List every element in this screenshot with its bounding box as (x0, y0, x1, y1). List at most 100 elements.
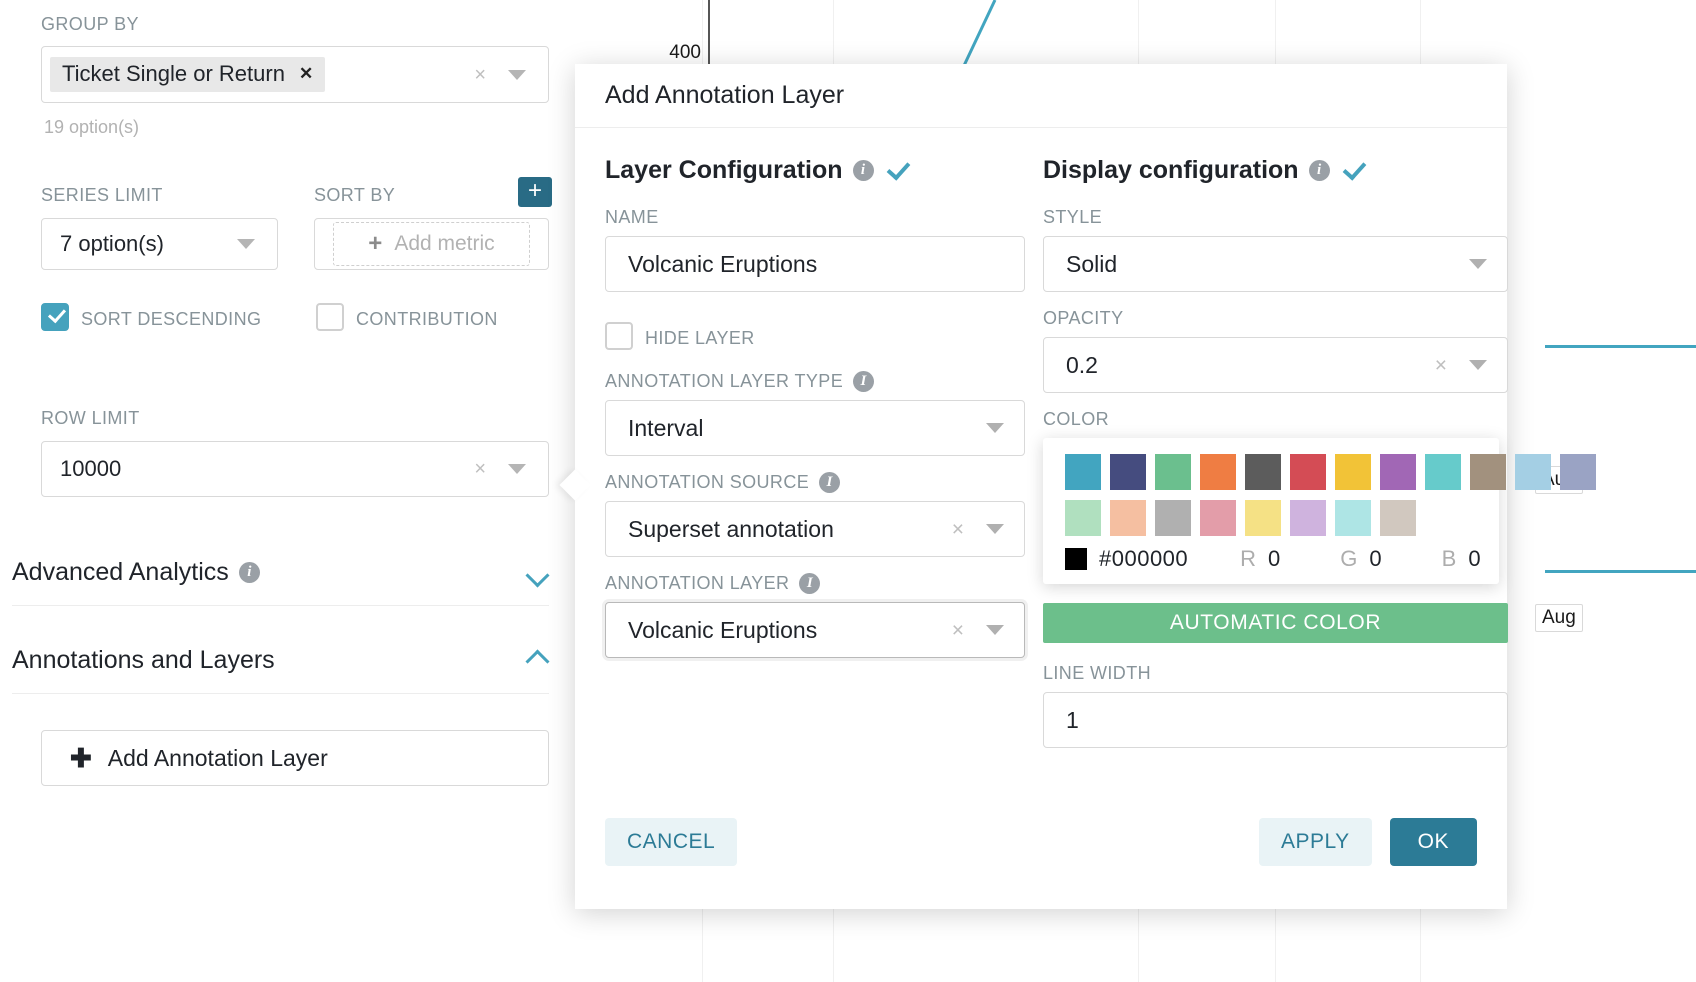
section-title: Advanced Analytics (12, 558, 229, 586)
modal-body: Layer Configuration i NAME Volcanic Erup… (575, 128, 1596, 843)
series-limit-select[interactable]: 7 option(s) (41, 218, 278, 270)
display-configuration-heading: Display configuration i (1043, 156, 1508, 185)
info-icon[interactable]: i (238, 562, 260, 583)
chevron-down-icon[interactable] (1469, 360, 1487, 370)
chevron-down-icon[interactable] (1469, 259, 1487, 269)
cancel-button[interactable]: CANCEL (605, 817, 738, 866)
color-hex-value[interactable]: #000000 (1099, 546, 1189, 571)
opacity-select[interactable]: 0.2 × (1043, 337, 1508, 393)
add-sort-metric-button[interactable]: + (518, 177, 552, 207)
clear-icon[interactable]: × (474, 63, 486, 86)
info-icon[interactable]: i (852, 160, 874, 181)
chevron-down-icon[interactable] (986, 625, 1004, 635)
info-icon[interactable]: i (1308, 160, 1330, 181)
annotation-source-label-text: ANNOTATION SOURCE (605, 472, 810, 492)
check-icon (886, 160, 908, 182)
contribution-checkbox-row[interactable]: CONTRIBUTION (316, 303, 498, 336)
color-swatch[interactable] (1155, 454, 1191, 490)
color-swatch[interactable] (1380, 500, 1416, 536)
color-readout: #000000 R 0 G 0 B 0 (1043, 546, 1499, 572)
clear-icon[interactable]: × (951, 618, 964, 642)
hide-layer-checkbox-row[interactable]: HIDE LAYER (605, 322, 1025, 355)
automatic-color-button[interactable]: AUTOMATIC COLOR (1043, 603, 1508, 643)
color-swatch[interactable] (1515, 454, 1551, 490)
hide-layer-checkbox[interactable] (605, 322, 633, 350)
style-select[interactable]: Solid (1043, 236, 1508, 292)
color-swatch[interactable] (1380, 454, 1416, 490)
check-icon (1342, 160, 1364, 182)
group-by-label: GROUP BY (41, 14, 139, 34)
color-picker-wrapper: #000000 R 0 G 0 B 0 (1043, 438, 1596, 593)
color-swatch[interactable] (1245, 500, 1281, 536)
color-green-value[interactable]: 0 (1369, 546, 1382, 571)
section-annotations-and-layers[interactable]: Annotations and Layers (12, 646, 549, 694)
clear-icon[interactable]: × (1434, 353, 1447, 377)
chevron-down-icon[interactable] (986, 524, 1004, 534)
annotation-layer-type-value: Interval (628, 414, 704, 441)
color-swatch[interactable] (1065, 500, 1101, 536)
color-green-channel: G 0 (1340, 546, 1381, 572)
close-icon[interactable]: ✕ (298, 64, 314, 83)
apply-button[interactable]: APPLY (1259, 817, 1372, 866)
color-blue-value[interactable]: 0 (1468, 546, 1481, 571)
sort-by-metric-dropzone[interactable]: + Add metric (314, 218, 549, 270)
clear-icon[interactable]: × (474, 458, 486, 480)
color-swatch-row-2 (1043, 500, 1499, 536)
y-axis (708, 0, 710, 70)
modal-footer: CANCEL APPLY OK (575, 774, 1507, 909)
color-picker-popover[interactable]: #000000 R 0 G 0 B 0 (1043, 438, 1596, 584)
color-swatch[interactable] (1065, 454, 1101, 490)
chevron-down-icon[interactable] (986, 423, 1004, 433)
annotation-layer-type-label: ANNOTATION LAYER TYPE i (605, 371, 1025, 392)
chevron-down-icon[interactable] (508, 464, 526, 474)
display-configuration-column: Display configuration i STYLE Solid OPAC… (1043, 156, 1596, 764)
ok-button[interactable]: OK (1389, 817, 1477, 866)
contribution-checkbox[interactable] (316, 303, 344, 331)
sort-descending-checkbox-row[interactable]: SORT DESCENDING (41, 303, 261, 336)
color-swatch[interactable] (1155, 500, 1191, 536)
line-width-input[interactable]: 1 (1043, 692, 1508, 748)
color-swatch[interactable] (1290, 454, 1326, 490)
annotation-layer-type-select[interactable]: Interval (605, 400, 1025, 456)
clear-icon[interactable]: × (951, 517, 964, 541)
color-swatch[interactable] (1110, 500, 1146, 536)
chevron-up-icon[interactable] (527, 650, 549, 672)
info-icon[interactable]: i (853, 371, 875, 392)
sort-descending-label: SORT DESCENDING (81, 309, 262, 329)
group-by-tag[interactable]: Ticket Single or Return ✕ (50, 57, 326, 92)
row-limit-select[interactable]: 10000 × (41, 441, 549, 497)
color-swatch[interactable] (1470, 454, 1506, 490)
add-metric-label: Add metric (394, 232, 495, 255)
series-line-segment (1545, 345, 1696, 348)
sort-descending-checkbox[interactable] (41, 303, 69, 331)
annotation-layer-select[interactable]: Volcanic Eruptions × (605, 602, 1025, 658)
color-blue-key: B (1441, 546, 1457, 571)
color-swatch[interactable] (1200, 500, 1236, 536)
name-input[interactable]: Volcanic Eruptions (605, 236, 1025, 292)
color-swatch[interactable] (1335, 454, 1371, 490)
add-annotation-layer-button[interactable]: ✚ Add Annotation Layer (41, 730, 549, 786)
section-advanced-analytics[interactable]: Advanced Analytics i (12, 558, 549, 606)
add-metric-button[interactable]: + Add metric (333, 222, 530, 266)
display-configuration-title: Display configuration (1043, 156, 1299, 184)
current-color-swatch (1065, 548, 1087, 570)
line-width-value: 1 (1066, 706, 1079, 733)
color-red-value[interactable]: 0 (1268, 546, 1281, 571)
chevron-down-icon[interactable] (508, 69, 526, 80)
group-by-select[interactable]: Ticket Single or Return ✕ × (41, 46, 549, 103)
info-icon[interactable]: i (799, 573, 821, 594)
chevron-down-icon[interactable] (237, 239, 255, 249)
color-swatch[interactable] (1110, 454, 1146, 490)
color-swatch[interactable] (1200, 454, 1236, 490)
chevron-down-icon[interactable] (527, 562, 549, 584)
color-swatch[interactable] (1425, 454, 1461, 490)
color-swatch[interactable] (1245, 454, 1281, 490)
group-by-options-count: 19 option(s) (44, 117, 140, 137)
color-swatch[interactable] (1290, 500, 1326, 536)
color-swatch[interactable] (1560, 454, 1596, 490)
color-swatch[interactable] (1335, 500, 1371, 536)
group-by-tag-label: Ticket Single or Return (62, 61, 285, 86)
info-icon[interactable]: i (819, 472, 841, 493)
plus-icon: + (368, 230, 383, 257)
annotation-source-select[interactable]: Superset annotation × (605, 501, 1025, 557)
